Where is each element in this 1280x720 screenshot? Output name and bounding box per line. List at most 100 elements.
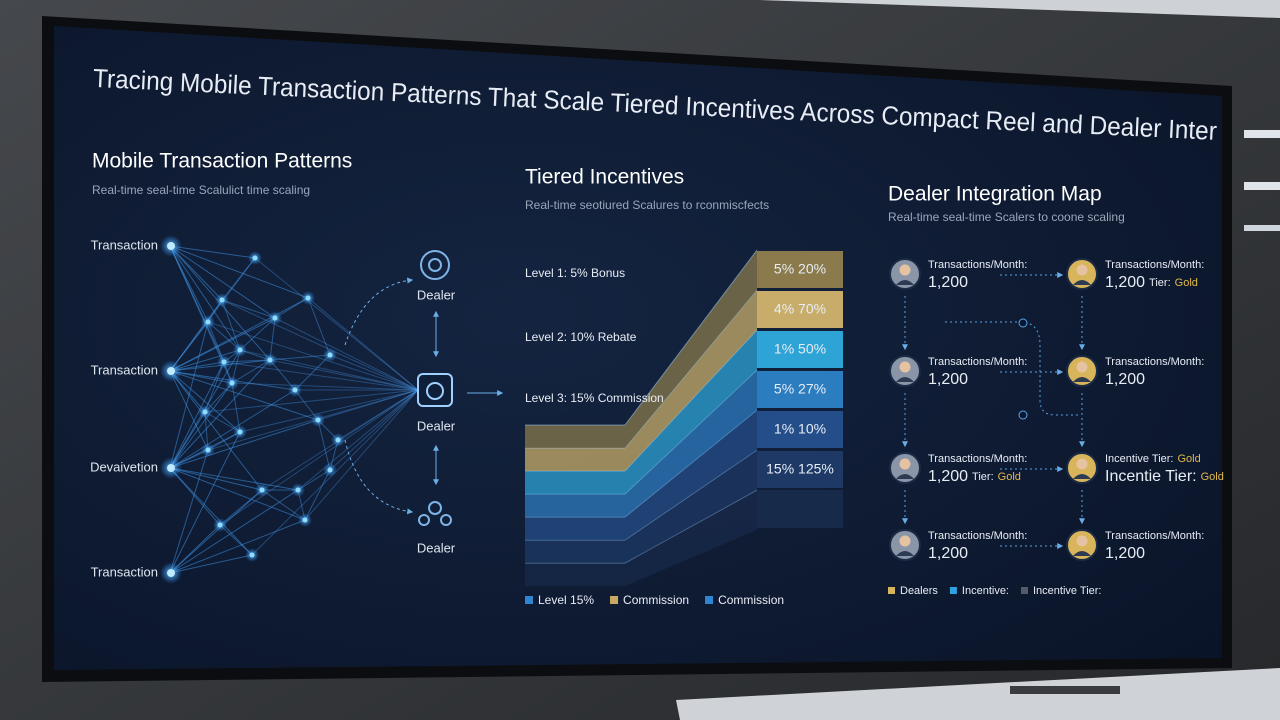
edge bbox=[239, 317, 276, 351]
node bbox=[315, 417, 321, 423]
legend-swatch bbox=[888, 587, 895, 594]
node bbox=[259, 487, 265, 493]
edge bbox=[169, 349, 241, 372]
dealer-line: 1,200 bbox=[928, 274, 968, 291]
edge bbox=[204, 389, 419, 413]
level-label: Level 1: 5% Bonus bbox=[525, 266, 625, 280]
dealer-line: Transactions/Month: bbox=[1105, 356, 1204, 368]
edge bbox=[169, 449, 209, 574]
node bbox=[327, 467, 333, 473]
edge bbox=[169, 370, 241, 433]
edge bbox=[269, 359, 419, 391]
edge bbox=[337, 389, 419, 441]
tier-label: 1% 10% bbox=[774, 421, 826, 437]
edge bbox=[207, 321, 419, 391]
edge bbox=[169, 245, 223, 301]
node bbox=[221, 359, 227, 365]
edge bbox=[169, 370, 319, 421]
dealer-text: Transactions/Month: bbox=[928, 453, 1027, 465]
node bbox=[295, 487, 301, 493]
dealer-text: Transactions/Month: bbox=[1105, 259, 1204, 271]
dealer-line: Transactions/Month: bbox=[928, 356, 1027, 368]
tier-layer bbox=[525, 330, 757, 494]
avatar-body bbox=[896, 551, 914, 556]
dealer-text: Transactions/Month: bbox=[928, 356, 1027, 368]
dealer-text: 1,200 bbox=[928, 274, 968, 291]
legend-swatch bbox=[610, 596, 619, 604]
dealer-line: 1,200 bbox=[1105, 545, 1145, 562]
edge bbox=[269, 354, 331, 361]
node bbox=[305, 295, 311, 301]
tier-base bbox=[757, 490, 843, 528]
legend-swatch bbox=[705, 596, 714, 604]
dealer-icon bbox=[428, 258, 442, 272]
edge bbox=[169, 245, 309, 299]
dealer-line: Incentive Tier: Gold bbox=[1105, 453, 1201, 465]
dealer-line: 1,200 bbox=[1105, 371, 1145, 388]
tier-box bbox=[757, 291, 843, 328]
edge bbox=[169, 554, 253, 574]
dealer-text: 1,200 bbox=[1105, 371, 1145, 388]
dealer-tier: Gold bbox=[1177, 453, 1200, 465]
tier-label: 4% 70% bbox=[774, 301, 826, 317]
node bbox=[205, 319, 211, 325]
edge bbox=[317, 389, 419, 421]
avatar-head bbox=[899, 458, 911, 470]
tier-layer bbox=[525, 370, 757, 517]
dealer-text: Transactions/Month: bbox=[1105, 530, 1204, 542]
dealer-text: Incentive Tier: bbox=[1105, 453, 1173, 465]
avatar-head bbox=[1076, 458, 1088, 470]
dealer-icon bbox=[440, 514, 452, 526]
edge bbox=[219, 489, 263, 526]
dealer-line: Transactions/Month: bbox=[1105, 259, 1204, 271]
avatar-body bbox=[1073, 280, 1091, 285]
dealer-icon bbox=[428, 501, 442, 515]
dealer-line: Transactions/Month: bbox=[928, 530, 1027, 542]
dealer-tier: Gold bbox=[1175, 277, 1198, 289]
edge bbox=[169, 519, 306, 574]
level-label: Level 3: 15% Commission bbox=[525, 391, 664, 405]
tier-layer bbox=[525, 250, 757, 448]
edge bbox=[219, 524, 253, 556]
tier-label: 5% 20% bbox=[774, 261, 826, 277]
edge bbox=[307, 297, 419, 391]
edge bbox=[169, 245, 256, 259]
panel-subtitle: Real-time seal-time Scalulict time scali… bbox=[92, 183, 310, 197]
level-label: Level 2: 10% Rebate bbox=[525, 330, 637, 344]
edge bbox=[169, 361, 225, 469]
edge bbox=[221, 299, 276, 319]
dealer-line: 1,200 Tier: Gold bbox=[928, 468, 1021, 485]
dealer-line: 1,200 bbox=[928, 371, 968, 388]
edge bbox=[221, 299, 241, 351]
avatar-head bbox=[1076, 264, 1088, 276]
edge bbox=[231, 382, 419, 391]
dealer-text: 1,200 bbox=[928, 468, 968, 485]
edge bbox=[204, 361, 225, 413]
dealer-icon bbox=[418, 514, 430, 526]
edge bbox=[231, 359, 271, 384]
dealer-text: Transactions/Month: bbox=[928, 530, 1027, 542]
tier-layer bbox=[525, 410, 757, 540]
edge bbox=[223, 359, 271, 363]
edge bbox=[219, 389, 419, 526]
dealer-text: Incentie Tier: bbox=[1105, 468, 1197, 485]
panel-title: Dealer Integration Map bbox=[888, 183, 1102, 206]
node bbox=[219, 297, 225, 303]
edge bbox=[207, 321, 241, 351]
edge bbox=[221, 299, 419, 391]
junction bbox=[1018, 318, 1028, 328]
panel-subtitle: Real-time seal-time Scalers to coone sca… bbox=[888, 210, 1125, 224]
transaction-patterns: Mobile Transaction Patterns Real-time se… bbox=[90, 150, 504, 584]
dealer-icon bbox=[420, 250, 450, 280]
dealer-map: Dealer Integration Map Real-time seal-ti… bbox=[888, 183, 1224, 597]
dealer-icon bbox=[426, 382, 444, 400]
node bbox=[302, 517, 308, 523]
dealer-line: 1,200 bbox=[928, 545, 968, 562]
dealer-label: Dealer bbox=[417, 418, 456, 433]
dealer-text: Transactions/Month: bbox=[928, 259, 1027, 271]
tier-layer bbox=[525, 490, 757, 586]
avatar-head bbox=[1076, 361, 1088, 373]
